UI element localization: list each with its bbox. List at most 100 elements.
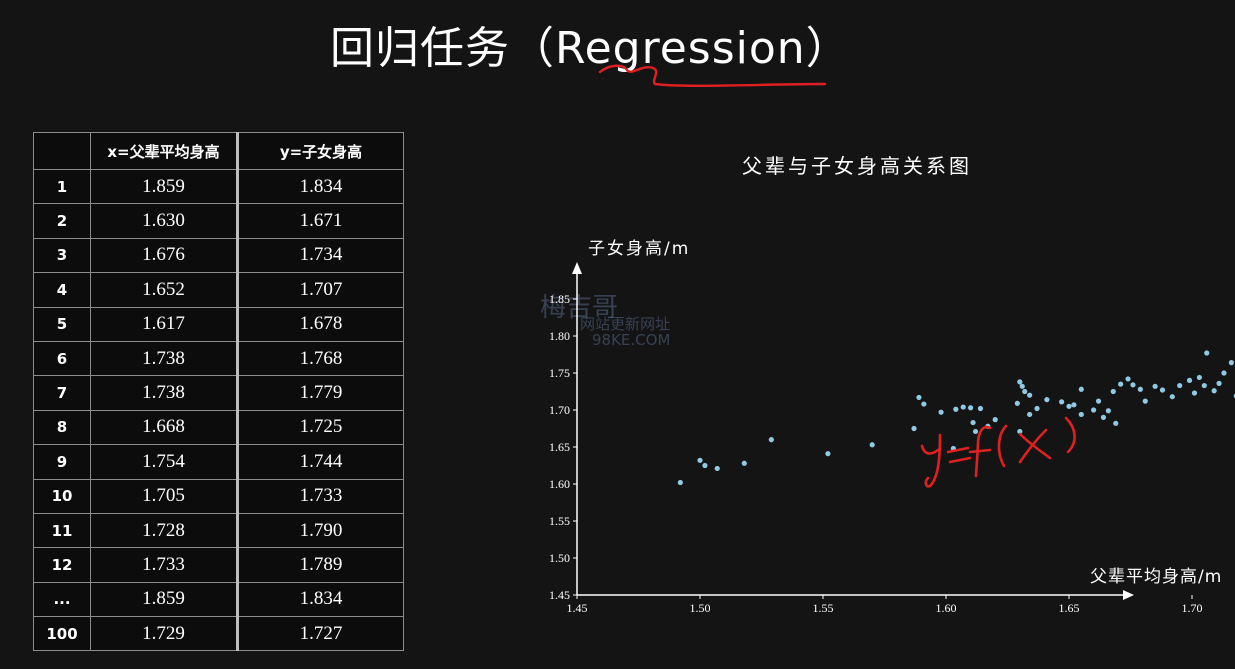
scatter-point [1186,377,1193,383]
row-index-cell: 7 [33,375,91,411]
x-value-cell: 1.668 [90,409,239,446]
scatter-point [702,462,708,469]
y-value-cell: 1.671 [237,203,404,239]
x-value-cell: 1.630 [90,203,239,239]
x-tick-label: 1.50 [690,601,711,615]
table-row: 11 1.728 1.790 [33,512,404,549]
y-value-cell: 1.734 [237,237,404,274]
table-header-row: x=父辈平均身高 y=子女身高 [33,132,404,170]
y-tick-label: 1.85 [549,292,570,306]
row-index-cell: 100 [33,616,91,652]
x-value-cell: 1.738 [90,340,239,377]
y-tick-label: 1.70 [549,403,570,417]
scatter-point [960,404,966,410]
scatter-point [1137,386,1143,392]
scatter-point [1196,374,1202,381]
scatter-point [1017,379,1023,385]
y-axis-label: 子女身高/m [588,239,690,259]
y-value-cell: 1.678 [237,306,404,342]
y-value-cell: 1.733 [237,478,404,514]
y-value-cell: 1.727 [237,616,404,652]
table-row: 100 1.729 1.727 [33,616,404,652]
data-table: x=父辈平均身高 y=子女身高 1 1.859 1.834 2 1.630 1.671 3 1… [33,132,404,652]
scatter-point [1078,386,1084,392]
scatter-point [911,425,917,432]
scatter-point [1130,382,1136,388]
scatter-point [1110,388,1116,395]
table-row: 3 1.676 1.734 [33,237,404,274]
scatter-point [1125,376,1131,382]
scatter-point [916,394,922,401]
scatter-point [938,409,944,415]
x-tick-label: 1.70 [1182,601,1203,615]
x-value-cell: 1.676 [90,237,239,274]
y-axis-arrow-icon [572,262,582,274]
scatter-point [1019,383,1025,389]
scatter-point [825,451,831,457]
row-index-cell: 11 [33,512,91,549]
scatter-point [1034,405,1040,412]
row-index-cell: 5 [33,306,91,342]
table-row: 10 1.705 1.733 [33,478,404,514]
scatter-point [1113,420,1119,426]
x-tick-label: 1.45 [567,601,588,615]
y-tick-label: 1.45 [549,588,570,602]
x-tick-label: 1.55 [813,601,834,615]
watermark-url: 98KE.COM [592,331,671,349]
scatter-point [677,479,683,486]
y-value-cell: 1.834 [237,168,404,205]
x-value-cell: 1.617 [90,306,239,342]
scatter-point [1027,411,1033,418]
row-index-cell: 12 [33,547,91,583]
scatter-point [970,419,976,426]
scatter-point [1044,397,1050,403]
scatter-point [1078,411,1084,418]
scatter-point [1118,381,1124,387]
slide-title: 回归任务（Regression） [330,23,851,74]
scatter-point [953,406,959,412]
table-row: 1 1.859 1.834 [33,168,404,205]
table-row: 8 1.668 1.725 [33,409,404,446]
scatter-point [1014,400,1020,406]
scatter-point [869,442,875,448]
scatter-point [1216,380,1222,386]
scatter-point [1027,392,1033,398]
scatter-point [992,417,998,423]
y-tick-label: 1.75 [549,366,570,380]
x-axis-label: 父辈平均身高/m [1090,567,1222,587]
scatter-point [1221,370,1227,376]
y-value-cell: 1.725 [237,409,404,446]
scatter-point [1204,350,1210,356]
y-tick-label: 1.50 [549,551,570,565]
row-index-cell: 3 [33,237,91,274]
scatter-point [1211,388,1217,394]
x-axis-arrow-icon [1123,590,1134,600]
x-tick-label: 1.60 [936,601,957,615]
x-value-cell: 1.754 [90,444,239,480]
row-index-cell: 10 [33,478,91,514]
table-row: 2 1.630 1.671 [33,203,404,239]
header-index [33,132,91,170]
scatter-point [1159,387,1166,393]
table-body: 1 1.859 1.834 2 1.630 1.671 3 1.676 1.734 4 1.652 1… [33,168,404,652]
x-value-cell: 1.652 [90,272,239,308]
row-index-cell: 8 [33,409,91,446]
watermark: 梅吉哥 网站更新网址 98KE.COM [540,295,671,349]
x-value-cell: 1.705 [90,478,239,514]
header-x: x=父辈平均身高 [90,132,239,170]
y-value-cell: 1.744 [237,444,404,480]
row-index-cell: 9 [33,444,91,480]
scatter-point [1091,407,1097,413]
row-index-cell: 4 [33,272,91,308]
y-value-cell: 1.834 [237,581,404,618]
scatter-point [697,457,703,463]
row-index-cell: 1 [33,168,91,205]
row-index-cell: 6 [33,340,91,377]
y-tick-label: 1.60 [549,477,570,491]
scatter-point [1022,388,1028,395]
scatter-point [1177,382,1183,389]
scatter-point [1066,403,1072,409]
scatter-point [768,437,774,443]
table-row: 6 1.738 1.768 [33,340,404,377]
scatter-point [1201,382,1207,389]
